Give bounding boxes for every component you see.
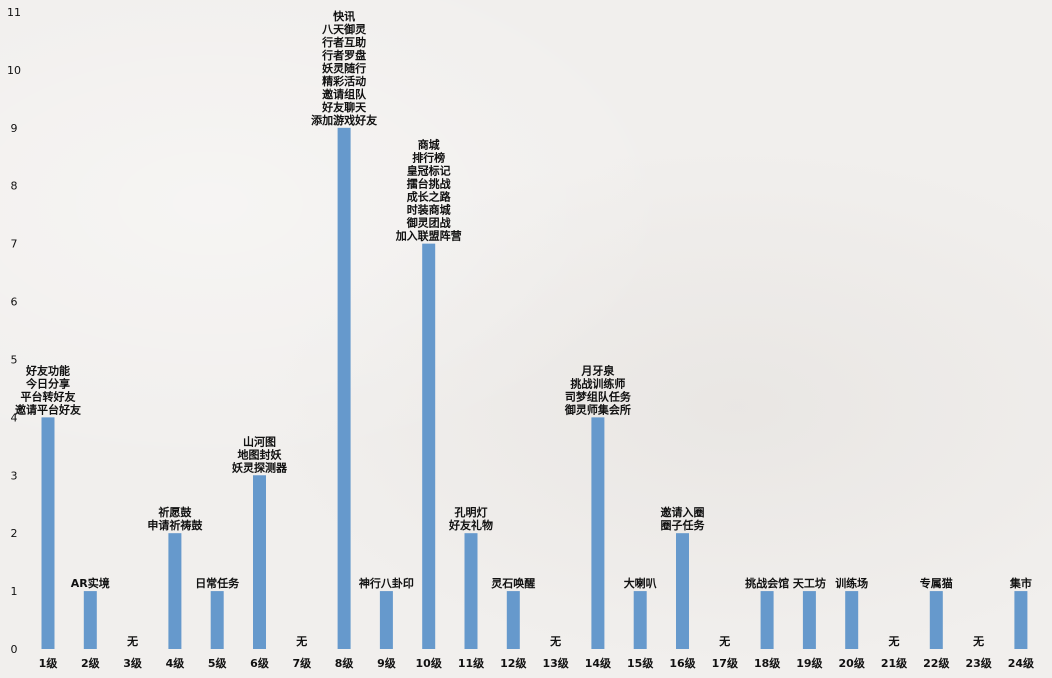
data-label: 邀请入圈圈子任务: [661, 505, 706, 532]
y-tick-label: 6: [11, 296, 18, 309]
data-label: 大喇叭: [624, 576, 657, 590]
y-tick-label: 10: [7, 64, 21, 77]
x-tick-label: 22级: [923, 656, 950, 670]
y-tick-label: 11: [7, 6, 21, 19]
x-tick-label: 21级: [881, 656, 908, 670]
data-label: 集市: [1009, 576, 1032, 590]
y-tick-label: 0: [11, 643, 18, 656]
x-tick-label: 19级: [796, 656, 823, 670]
data-label: 商城排行榜皇冠标记擂台挑战成长之路时装商城御灵团战加入联盟阵营: [395, 138, 462, 243]
x-tick-label: 23级: [965, 656, 992, 670]
data-label: 灵石唤醒: [491, 576, 535, 590]
x-tick-label: 13级: [542, 656, 569, 670]
data-label: 山河图地图封妖妖灵探测器: [232, 434, 288, 474]
data-label: 训练场: [835, 576, 868, 590]
y-tick-label: 3: [11, 469, 18, 482]
bars: [41, 127, 1028, 650]
data-label: 神行八卦印: [359, 576, 414, 590]
data-label: 无: [549, 635, 561, 648]
y-tick-label: 1: [11, 585, 18, 598]
bar: [929, 591, 943, 649]
y-tick-label: 8: [11, 180, 18, 193]
x-tick-label: 8级: [335, 656, 355, 670]
x-tick-label: 9级: [377, 656, 397, 670]
x-tick-label: 17级: [712, 656, 739, 670]
x-tick-label: 6级: [250, 656, 270, 670]
data-label: 无: [126, 635, 138, 648]
data-label: 天工坊: [793, 576, 826, 590]
x-tick-label: 7级: [292, 656, 312, 670]
bar: [253, 475, 266, 649]
data-label: 无: [972, 635, 984, 648]
x-tick-label: 10级: [416, 656, 443, 670]
bar: [506, 591, 520, 649]
x-axis: 1级 2级 3级 4级 5级 6级 7级 8级 9级 10级 11级 12级 13级 14级 15级 16级 1…: [39, 656, 1035, 670]
bar: [168, 533, 182, 649]
data-label: 月牙泉挑战训练师司梦组队任务御灵师集会所: [564, 363, 632, 416]
x-tick-label: 5级: [208, 656, 228, 670]
data-label: 无: [718, 635, 730, 648]
x-tick-label: 20级: [839, 656, 866, 670]
y-tick-label: 5: [11, 353, 18, 366]
data-label: 祈愿鼓申请祈祷鼓: [147, 505, 203, 532]
y-tick-label: 7: [11, 238, 18, 251]
bar: [83, 591, 97, 649]
bar: [633, 591, 647, 649]
bar: [41, 417, 55, 649]
bar: [337, 127, 351, 650]
x-tick-label: 3级: [123, 656, 143, 670]
bar: [464, 533, 478, 649]
data-label: 无: [888, 635, 900, 648]
data-label: 日常任务: [195, 576, 240, 590]
data-label: 专属猫: [920, 576, 953, 590]
y-tick-label: 9: [11, 122, 18, 135]
bar: [422, 243, 436, 650]
x-tick-label: 11级: [458, 656, 485, 670]
y-axis: 0 1 2 3 4 5 6 7 8 9 10 11: [7, 6, 21, 656]
x-tick-label: 24级: [1008, 656, 1035, 670]
bar: [802, 591, 816, 649]
x-tick-label: 2级: [81, 656, 101, 670]
x-tick-label: 12级: [500, 656, 527, 670]
data-label: 挑战会馆: [745, 576, 789, 590]
x-tick-label: 14级: [585, 656, 612, 670]
data-label: AR实境: [71, 576, 110, 590]
data-label: 快讯八天御灵行者互助行者罗盘妖灵随行精彩活动邀请组队好友聊天添加游戏好友: [311, 9, 377, 127]
data-label: 孔明灯好友礼物: [448, 505, 493, 532]
data-label: 无: [295, 635, 307, 648]
bar: [379, 591, 393, 649]
bar: [760, 591, 774, 649]
y-tick-label: 4: [11, 411, 18, 424]
bar: [210, 591, 224, 649]
y-tick-label: 2: [11, 527, 18, 540]
data-label: 好友功能今日分享平台转好友邀请平台好友: [15, 363, 81, 416]
bar: [676, 533, 689, 649]
x-tick-label: 4级: [166, 656, 186, 670]
bar: [1014, 591, 1028, 649]
x-tick-label: 15级: [627, 656, 654, 670]
bar: [591, 417, 605, 649]
x-tick-label: 1级: [39, 656, 59, 670]
x-tick-label: 18级: [754, 656, 781, 670]
bar: [845, 591, 859, 649]
x-tick-label: 16级: [669, 656, 696, 670]
